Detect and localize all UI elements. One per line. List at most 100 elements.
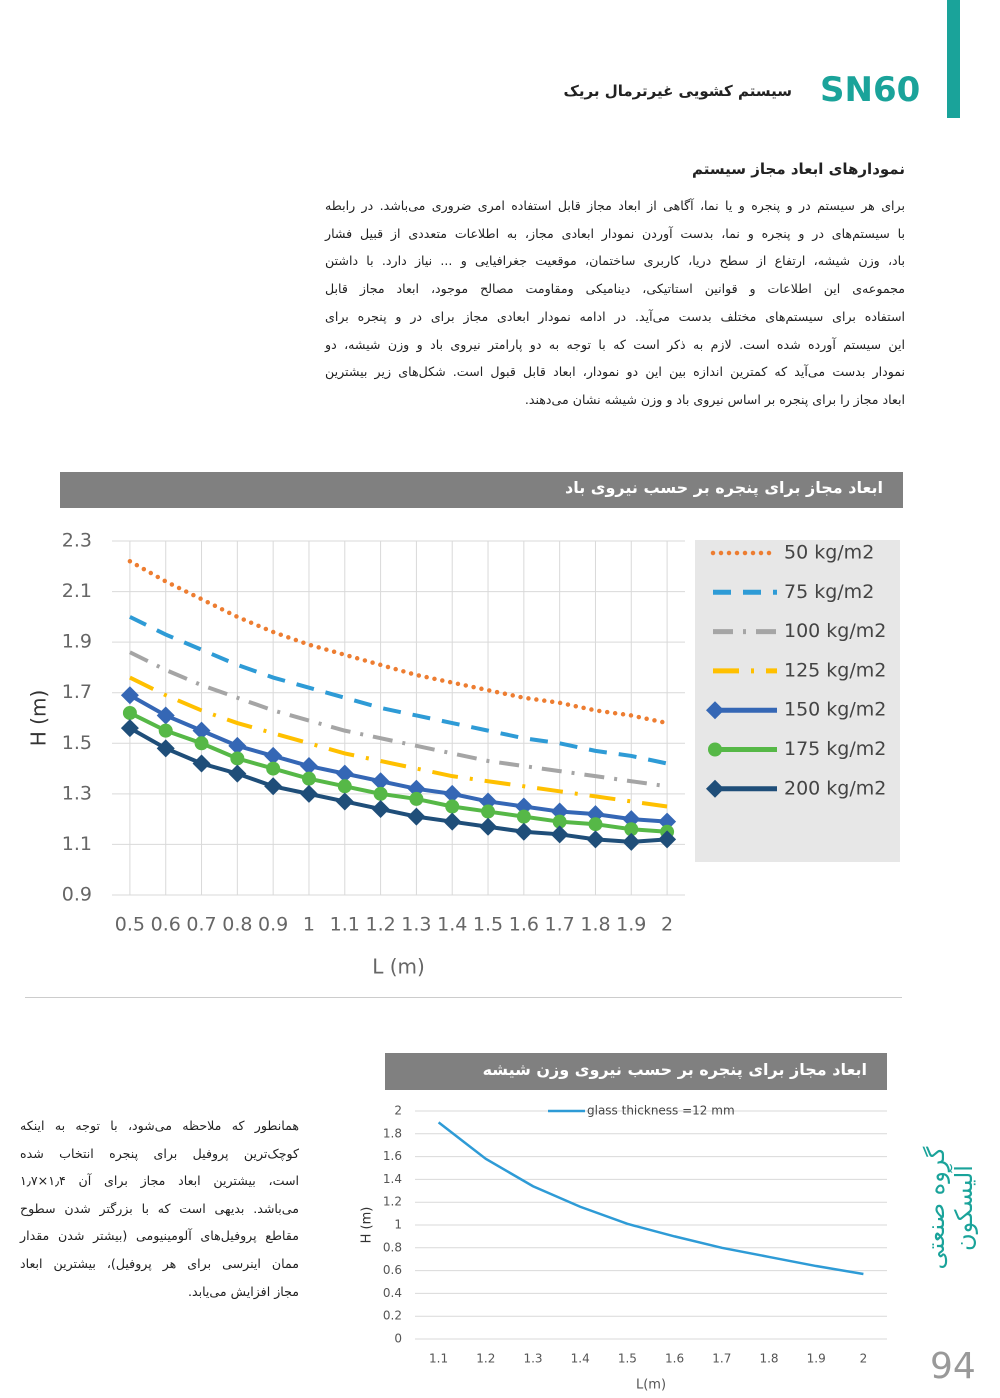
text-line: استفاده برای سیستم‌های مختلف بدست می‌آید… <box>325 308 905 324</box>
x-axis-label: L (m) <box>372 955 425 979</box>
y-tick-label: 2.3 <box>62 530 92 552</box>
section-title: نمودارهای ابعاد مجاز سیستم <box>692 160 905 178</box>
marker <box>550 825 569 844</box>
y-tick-label: 2 <box>394 1104 402 1118</box>
chart: 0.9 1.1 1.3 1.5 1.7 1.9 2.1 2.3 0.5 0.6 0.7 0.8 0.9 1… <box>27 530 900 979</box>
marker <box>299 757 318 776</box>
marker <box>299 784 318 803</box>
text-line: ممان اینرسی برای هر پروفیل)، بیشترین ابع… <box>20 1255 299 1271</box>
text-line: برای هر سیستم در و پنجره و یا نما، آگاهی… <box>325 198 905 213</box>
x-tick-label: 1.7 <box>712 1352 731 1366</box>
marker <box>622 810 641 829</box>
legend-label: 150 kg/m2 <box>784 699 886 721</box>
x-tick-label: 0.9 <box>258 914 288 936</box>
y-tick-label: 0 <box>394 1332 402 1346</box>
marker <box>266 761 281 776</box>
marker <box>335 792 354 811</box>
marker <box>514 822 533 841</box>
y-tick-label: 0.2 <box>383 1309 402 1323</box>
marker <box>156 739 175 758</box>
x-tick-label: 1.8 <box>759 1352 778 1366</box>
marker <box>443 812 462 831</box>
y-tick-label: 1.1 <box>62 833 92 855</box>
text-line: باد، وزن شیشه، ارتفاع از سطح دریا، کاربر… <box>325 253 905 269</box>
text-line: مجموعه‌ی این اطلاعات و قوانین استاتیکی، … <box>325 281 905 297</box>
marker <box>407 807 426 826</box>
note: همانطور که ملاحظه می‌شود، با توجه به این… <box>20 1112 299 1305</box>
y-tick-label: 0.9 <box>62 884 92 906</box>
legend-label: 75 kg/m2 <box>784 581 874 603</box>
y-axis-label: H (m) <box>360 1207 375 1244</box>
y-tick-label: 1.7 <box>62 681 92 703</box>
marker <box>371 800 390 819</box>
marker <box>481 804 496 819</box>
x-tick-label: 1.4 <box>571 1352 590 1366</box>
chart-title: ابعاد مجاز برای پنجره بر حسب نیروی وزن ش… <box>385 1053 887 1090</box>
y-tick-label: 0.4 <box>383 1286 402 1300</box>
x-tick-label: 1.5 <box>618 1352 637 1366</box>
x-axis-label: L(m) <box>636 1378 666 1393</box>
marker <box>514 797 533 816</box>
text-line: کوچک‌ترین پروفیل برای پنجره انتخاب شده <box>20 1145 299 1161</box>
legend-label: glass thickness =12 mm <box>587 1104 735 1118</box>
marker <box>122 705 137 720</box>
marker <box>550 802 569 821</box>
text-line: نمودار بدست می‌آید که کمترین اندازه بین … <box>325 364 905 380</box>
marker <box>445 799 460 814</box>
legend-marker <box>706 701 724 720</box>
x-tick-label: 0.8 <box>222 914 252 936</box>
text-line: با سیستم‌های در و پنجره و نما، بدست آورد… <box>325 225 905 241</box>
series-line <box>129 650 668 789</box>
x-tick-label: 2 <box>860 1352 868 1366</box>
marker <box>622 832 641 851</box>
x-tick-label: 1.9 <box>616 914 646 936</box>
marker <box>335 764 354 783</box>
text-line: می‌باشد. بدیهی است که با بزرگتر شدن سطوح <box>20 1200 299 1216</box>
legend-marker <box>708 742 722 757</box>
series-line <box>129 711 668 834</box>
x-tick-label: 1.8 <box>580 914 610 936</box>
marker <box>156 706 175 725</box>
y-tick-label: 1.4 <box>383 1172 402 1186</box>
y-tick-label: 1.2 <box>383 1195 402 1209</box>
marker <box>371 772 390 791</box>
x-tick-label: 1.1 <box>429 1352 448 1366</box>
x-tick-label: 1.9 <box>807 1352 826 1366</box>
separator <box>25 997 902 998</box>
text-line: همانطور که ملاحظه می‌شود، با توجه به این… <box>20 1118 299 1133</box>
marker <box>264 746 283 765</box>
marker <box>230 751 245 766</box>
text-line: این سیستم آورده شده است. لازم به ذکر است… <box>325 336 905 352</box>
marker <box>443 784 462 803</box>
x-tick-label: 1.3 <box>401 914 431 936</box>
x-tick-label: 1.2 <box>365 914 395 936</box>
x-tick-label: 1.3 <box>523 1352 542 1366</box>
text-line: است، بیشترین ابعاد مجاز برای آن ۱٫۴×۱٫۷ <box>20 1173 299 1189</box>
text-line: مقاطع پروفیل‌های آلومینیومی (بیشتر شدن م… <box>20 1228 299 1244</box>
x-tick-label: 1.7 <box>545 914 575 936</box>
marker <box>192 721 211 740</box>
marker <box>120 686 139 705</box>
accent-bar <box>947 0 960 118</box>
text-line: ابعاد مجاز را برای پنجره بر اساس نیروی ب… <box>524 391 905 407</box>
y-tick-label: 1.3 <box>62 782 92 804</box>
series-line <box>437 1121 864 1276</box>
y-tick-label: 0.8 <box>383 1240 402 1254</box>
legend-label: 125 kg/m2 <box>784 659 886 681</box>
marker <box>479 817 498 836</box>
marker <box>516 809 531 824</box>
x-tick-label: 1.5 <box>473 914 503 936</box>
marker <box>407 779 426 798</box>
brand: گروه صنعتی آلیسکون <box>922 1146 978 1270</box>
series-line <box>128 693 668 824</box>
marker <box>337 779 352 794</box>
marker <box>373 786 388 801</box>
marker <box>586 805 605 824</box>
x-tick-label: 0.5 <box>115 914 145 936</box>
x-tick-label: 1.1 <box>330 914 360 936</box>
marker <box>552 814 567 829</box>
legend-label: 100 kg/m2 <box>784 620 886 642</box>
y-tick-label: 0.6 <box>383 1263 402 1277</box>
marker <box>301 771 316 786</box>
